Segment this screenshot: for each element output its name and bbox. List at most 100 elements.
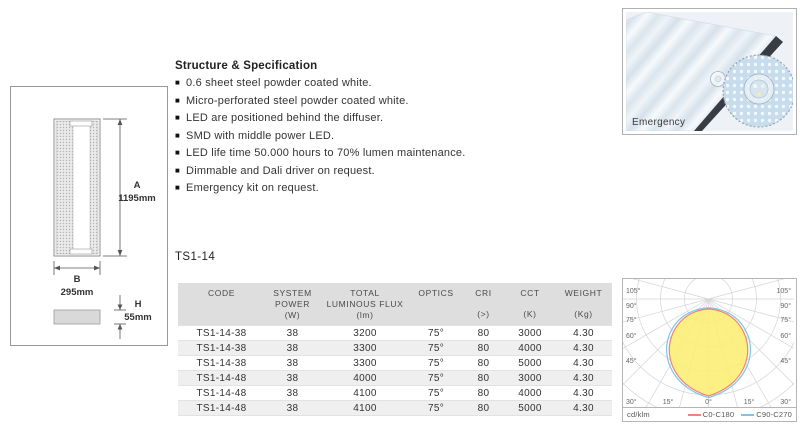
cell-code: TS1-14-38 — [178, 340, 265, 356]
table-header-row: CODE SYSTEM POWER (W) TOTAL LUMINOUS FLU… — [178, 283, 612, 326]
spec-bullet-list: ■ 0.6 sheet steel powder coated white. ■… — [175, 77, 505, 194]
cell-cri: 80 — [462, 355, 505, 371]
spec-bullet-item: ■ 0.6 sheet steel powder coated white. — [175, 77, 505, 89]
spec-bullet-item: ■ LED are positioned behind the diffuser… — [175, 112, 505, 124]
bullet-square-icon: ■ — [175, 148, 181, 157]
bullet-square-icon: ■ — [175, 130, 181, 140]
column-header: OPTICS — [410, 283, 462, 326]
cell-luminous-flux: 4100 — [320, 385, 410, 401]
cell-cct: 3000 — [505, 325, 555, 341]
svg-text:90°: 90° — [780, 302, 791, 310]
dim-a-value: 1195mm — [118, 193, 156, 204]
spec-bullet-item: ■ Micro-perforated steel powder coated w… — [175, 95, 505, 107]
dimension-a — [103, 118, 127, 257]
svg-text:15°: 15° — [663, 398, 674, 406]
spec-heading: Structure & Specification — [175, 60, 318, 72]
c90-c270-line-icon — [741, 413, 755, 416]
svg-text:60°: 60° — [780, 332, 791, 340]
column-header: CODE — [178, 283, 265, 326]
cell-luminous-flux: 4000 — [320, 370, 410, 386]
cell-cct: 4000 — [505, 340, 555, 356]
spec-bullet-item: ■ LED life time 50.000 hours to 70% lume… — [175, 147, 505, 159]
spec-table: CODE SYSTEM POWER (W) TOTAL LUMINOUS FLU… — [178, 283, 612, 416]
spec-bullet-text: LED are positioned behind the diffuser. — [186, 112, 384, 124]
cell-cri: 80 — [462, 385, 505, 401]
svg-text:0°: 0° — [705, 398, 712, 406]
svg-text:75°: 75° — [626, 316, 637, 324]
spec-bullet-text: Micro-perforated steel powder coated whi… — [186, 94, 409, 107]
cell-optics: 75° — [410, 400, 462, 416]
table-row: TS1-14-48 38 4000 75° 80 3000 4.30 — [178, 370, 612, 386]
legend-item-c90-c270: C90-C270 — [741, 410, 792, 419]
dimension-h — [114, 295, 126, 339]
spec-bullet-text: LED life time 50.000 hours to 70% lumen … — [186, 147, 466, 159]
dim-b-value: 295mm — [61, 287, 94, 298]
column-header: CRI (>) — [462, 283, 505, 326]
cell-weight: 4.30 — [555, 400, 612, 416]
table-row: TS1-14-48 38 4100 75° 80 4000 4.30 — [178, 385, 612, 401]
cell-system-power: 38 — [265, 325, 320, 341]
cell-luminous-flux: 3300 — [320, 355, 410, 371]
cell-cri: 80 — [462, 370, 505, 386]
svg-text:90°: 90° — [626, 302, 637, 310]
cell-optics: 75° — [410, 385, 462, 401]
svg-text:45°: 45° — [626, 357, 637, 365]
bullet-square-icon: ■ — [175, 113, 181, 122]
cell-code: TS1-14-48 — [178, 400, 265, 416]
spec-bullet-text: SMD with middle power LED. — [186, 129, 335, 142]
cell-cri: 80 — [462, 325, 505, 341]
photometric-chart-panel: 105° 90° 75° 60° 45° 105° 90° 75° 60° 45… — [622, 278, 797, 422]
spec-bullet-text: Dimmable and Dali driver on request. — [186, 164, 375, 177]
polar-angle-labels: 105° 90° 75° 60° 45° 105° 90° 75° 60° 45… — [626, 287, 791, 406]
dim-a-label: A — [134, 180, 141, 191]
cell-weight: 4.30 — [555, 340, 612, 356]
photo-caption: Emergency — [632, 117, 685, 128]
cell-optics: 75° — [410, 325, 462, 341]
dim-h-value: 55mm — [124, 312, 151, 323]
cell-code: TS1-14-38 — [178, 325, 265, 341]
spec-bullet-text: 0.6 sheet steel powder coated white. — [186, 77, 372, 89]
legend-item-c0-c180: C0-C180 — [687, 410, 734, 419]
cell-optics: 75° — [410, 370, 462, 386]
curve-c0-c180 — [668, 308, 749, 397]
column-header: SYSTEM POWER (W) — [265, 283, 320, 326]
table-row: TS1-14-38 38 3200 75° 80 3000 4.30 — [178, 325, 612, 341]
bullet-square-icon: ■ — [175, 165, 181, 175]
polar-diagram: 105° 90° 75° 60° 45° 105° 90° 75° 60° 45… — [623, 279, 794, 407]
curve-c90-c270 — [666, 307, 751, 399]
product-photo: Emergency — [626, 12, 793, 131]
dimension-drawing: A 1195mm B 295mm H 55mm — [53, 118, 156, 339]
cell-weight: 4.30 — [555, 355, 612, 371]
cell-cct: 3000 — [505, 370, 555, 386]
table-row: TS1-14-38 38 3300 75° 80 4000 4.30 — [178, 340, 612, 356]
column-header: CCT (K) — [505, 283, 555, 326]
panel-lens — [710, 71, 726, 87]
fixture-side-profile — [53, 309, 101, 325]
column-header: WEIGHT (Kg) — [555, 283, 612, 326]
polar-unit-label: cd/klm — [627, 410, 650, 419]
dimension-b — [53, 261, 101, 275]
bullet-square-icon: ■ — [175, 78, 181, 87]
cell-system-power: 38 — [265, 400, 320, 416]
cell-luminous-flux: 4100 — [320, 400, 410, 416]
svg-text:30°: 30° — [780, 398, 791, 406]
cell-code: TS1-14-38 — [178, 355, 265, 371]
svg-text:105°: 105° — [626, 287, 641, 295]
spec-bullet-item: ■ Emergency kit on request. — [175, 182, 505, 194]
cell-cri: 80 — [462, 400, 505, 416]
dimension-drawing-panel: A 1195mm B 295mm H 55mm — [10, 86, 168, 346]
cell-system-power: 38 — [265, 370, 320, 386]
column-header: TOTAL LUMINOUS FLUX (lm) — [320, 283, 410, 326]
cell-cct: 5000 — [505, 400, 555, 416]
c0-c180-line-icon — [687, 413, 701, 416]
svg-text:30°: 30° — [626, 398, 637, 406]
svg-text:60°: 60° — [626, 332, 637, 340]
cell-cct: 5000 — [505, 355, 555, 371]
dim-h-label: H — [135, 299, 142, 310]
svg-text:45°: 45° — [780, 357, 791, 365]
structure-specification-section: Structure & Specification ■ 0.6 sheet st… — [175, 60, 505, 200]
svg-text:105°: 105° — [777, 287, 792, 295]
bullet-square-icon: ■ — [175, 95, 181, 105]
product-photo-frame: Emergency — [622, 8, 797, 135]
cell-weight: 4.30 — [555, 370, 612, 386]
